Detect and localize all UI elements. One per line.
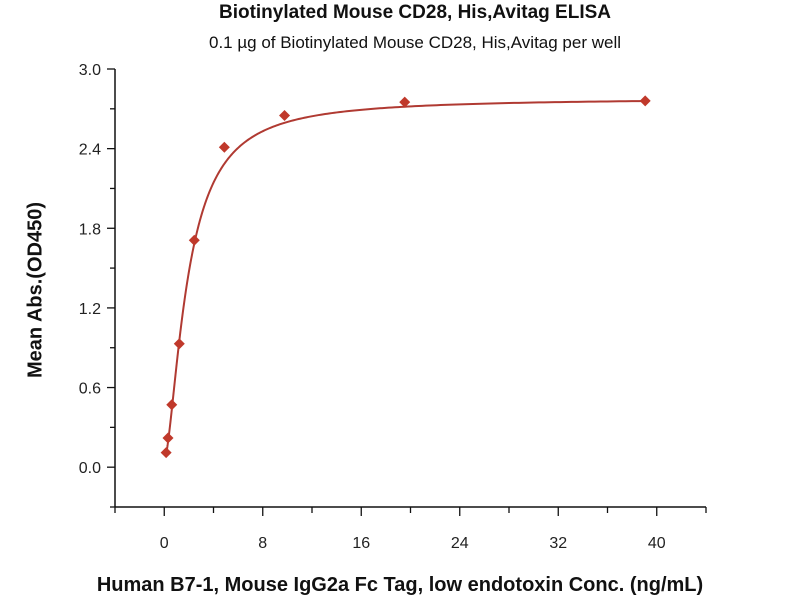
y-axis-label: Mean Abs.(OD450)	[24, 202, 47, 378]
data-point	[218, 141, 230, 153]
y-tick-label: 3.0	[79, 62, 101, 79]
x-tick-label: 16	[352, 535, 370, 552]
data-point	[639, 95, 651, 107]
data-point	[160, 447, 172, 459]
data-point	[279, 109, 291, 121]
x-axis-label: Human B7-1, Mouse IgG2a Fc Tag, low endo…	[96, 574, 704, 596]
y-tick-label: 1.8	[79, 221, 101, 238]
y-tick-label: 1.2	[79, 301, 101, 318]
y-tick-label: 0.0	[79, 460, 101, 477]
y-tick-label: 0.6	[79, 381, 101, 398]
data-point	[188, 234, 200, 246]
data-point	[166, 399, 178, 411]
chart-subtitle: 0.1 µg of Biotinylated Mouse CD28, His,A…	[208, 33, 622, 52]
fit-curve	[165, 100, 646, 455]
chart-title: Biotinylated Mouse CD28, His,Avitag ELIS…	[218, 2, 612, 23]
data-point	[399, 96, 411, 108]
x-tick-label: 0	[160, 535, 169, 552]
y-tick-label: 2.4	[79, 142, 101, 159]
x-tick-label: 32	[549, 535, 567, 552]
x-tick-label: 40	[648, 535, 666, 552]
x-tick-label: 8	[258, 535, 267, 552]
data-point	[173, 338, 185, 350]
x-tick-label: 24	[451, 535, 469, 552]
data-point	[162, 432, 174, 444]
